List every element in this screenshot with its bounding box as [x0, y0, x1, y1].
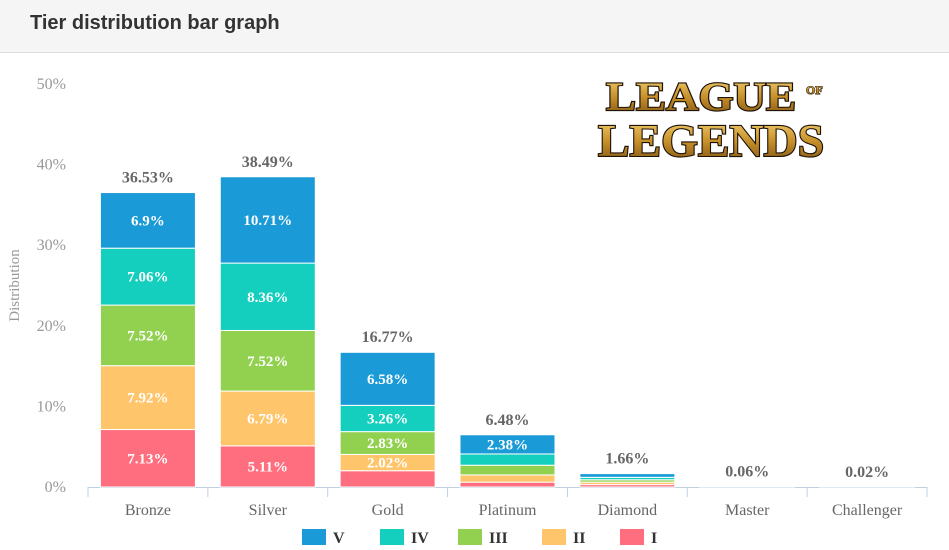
legend-swatch-i	[620, 529, 644, 545]
bar-segment-gold-i	[339, 470, 436, 488]
segment-label: 7.52%	[127, 328, 168, 344]
y-tick-label: 20%	[37, 318, 66, 335]
bar-total-label: 0.02%	[845, 464, 889, 481]
legend-label: III	[489, 530, 508, 547]
bar-segment-platinum-v	[459, 434, 556, 455]
legend-swatch-v	[302, 529, 326, 545]
bar-segment-bronze-v	[99, 192, 196, 249]
x-tick-label: Master	[725, 502, 770, 519]
segment-label: 7.52%	[247, 354, 288, 370]
legend-label: II	[573, 530, 585, 547]
segment-label: 2.83%	[367, 436, 408, 452]
segment-label: 7.13%	[127, 451, 168, 467]
legend-swatch-iii	[458, 529, 482, 545]
x-tick-label: Silver	[249, 502, 288, 519]
bar-segment-silver-ii	[219, 390, 316, 447]
segment-label: 7.06%	[127, 270, 168, 286]
bar-total-label: 38.49%	[242, 154, 294, 171]
bar-segment-silver-i	[219, 445, 316, 488]
bar-total-label: 6.48%	[486, 412, 530, 429]
segment-label: 6.58%	[367, 372, 408, 388]
y-tick-label: 10%	[37, 398, 66, 415]
segment-label: 6.79%	[247, 411, 288, 427]
bar-segment-silver-iv	[219, 262, 316, 331]
chart-header: Tier distribution bar graph	[0, 0, 949, 53]
league-of-legends-logo: LEAGUE OF LEGENDS	[597, 73, 825, 162]
y-tick-label: 0%	[45, 479, 66, 496]
segment-label: 7.92%	[127, 391, 168, 407]
bar-segment-silver-v	[219, 176, 316, 264]
bar-segment-platinum-iii	[459, 464, 556, 476]
bar-total-label: 36.53%	[122, 170, 174, 187]
logo-line-2: LEGENDS	[598, 115, 824, 162]
x-tick-label: Diamond	[598, 502, 658, 519]
bar-segment-platinum-iv	[459, 453, 556, 466]
x-tick-label: Gold	[372, 502, 404, 519]
segment-label: 6.9%	[131, 213, 165, 229]
legend-label: IV	[411, 530, 429, 547]
y-axis-label: Distribution	[7, 249, 23, 322]
tier-distribution-chart: Distribution 0% 10% 20% 30% 40% 50% 7.13% 7.92% 7…	[7, 76, 928, 547]
segment-label: 8.36%	[247, 290, 288, 306]
segment-label: 10.71%	[243, 213, 292, 229]
segment-label: 2.38%	[487, 437, 528, 453]
logo-of: OF	[806, 83, 823, 97]
y-tick-label: 30%	[37, 237, 66, 254]
legend-swatch-ii	[542, 529, 566, 545]
page-title: Tier distribution bar graph	[30, 12, 280, 34]
legend-label: V	[333, 530, 345, 547]
bar-segment-platinum-ii	[459, 474, 556, 483]
bar-total-label: 16.77%	[362, 329, 414, 346]
logo-line-1: LEAGUE	[606, 74, 796, 119]
legend-label: I	[651, 530, 657, 547]
bar-segment-platinum-i	[459, 481, 556, 488]
bar-total-label: 0.06%	[725, 464, 769, 481]
x-tick-label: Platinum	[479, 502, 537, 519]
bar-segment-diamond-v	[579, 473, 676, 478]
x-tick-label: Bronze	[125, 502, 171, 519]
bar-segment-gold-v	[339, 351, 436, 406]
y-tick-label: 50%	[37, 76, 66, 93]
x-tick-label: Challenger	[832, 502, 903, 519]
bar-segment-gold-iv	[339, 404, 436, 433]
bar-segment-silver-iii	[219, 329, 316, 392]
legend-swatch-iv	[380, 529, 404, 545]
y-tick-label: 40%	[37, 157, 66, 174]
bar-total-label: 1.66%	[605, 451, 649, 468]
segment-label: 3.26%	[367, 411, 408, 427]
bar-segment-bronze-iv	[99, 247, 196, 306]
segment-label: 5.11%	[248, 459, 288, 475]
segment-label: 2.02%	[367, 456, 408, 472]
